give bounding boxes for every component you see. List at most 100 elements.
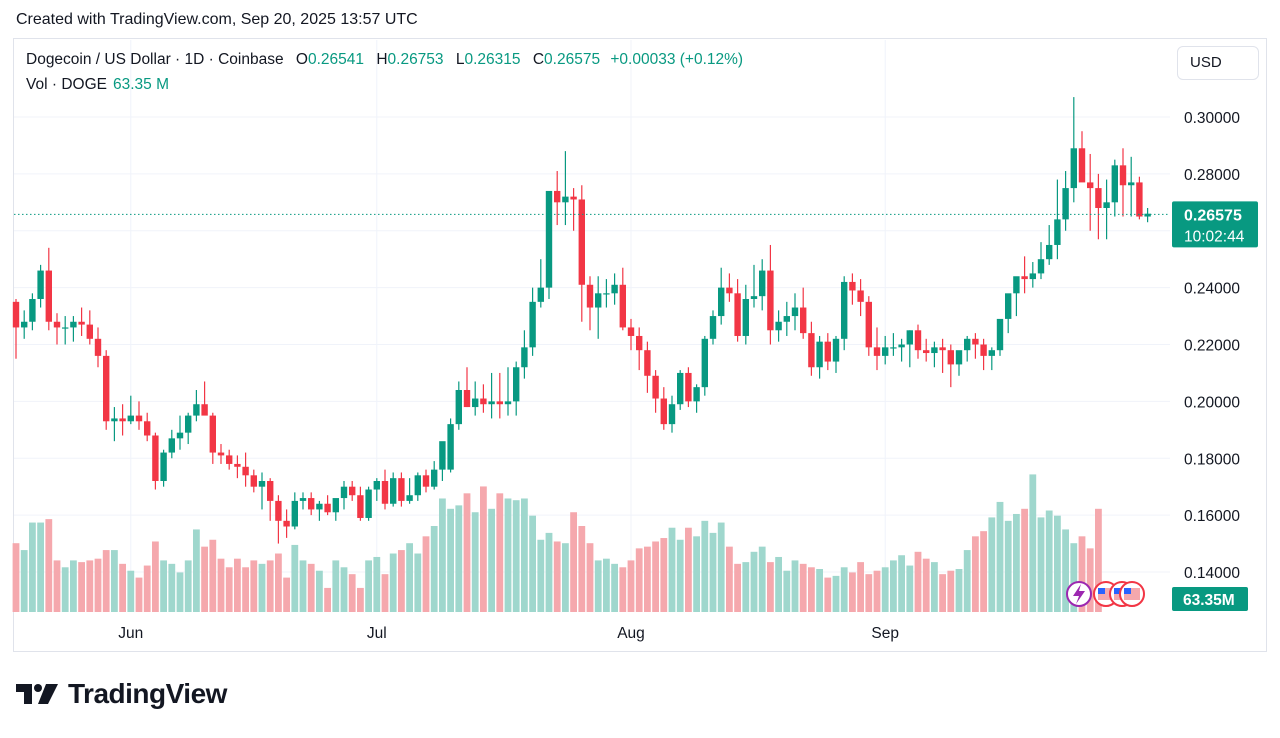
- candle-body: [308, 498, 315, 510]
- volume-bar: [152, 541, 159, 612]
- volume-bar: [176, 572, 184, 612]
- candle-body: [906, 330, 913, 345]
- candle-body: [1054, 219, 1061, 245]
- volume-bar: [78, 562, 85, 612]
- candle-body: [636, 335, 643, 351]
- candle-body: [472, 398, 479, 408]
- currency-button[interactable]: USD: [1177, 46, 1259, 80]
- candle-body: [791, 307, 799, 317]
- candle-body: [611, 284, 618, 294]
- volume-bar: [865, 574, 873, 612]
- volume-bar: [980, 531, 987, 612]
- volume-label[interactable]: Vol · DOGE: [26, 76, 107, 93]
- candle-body: [980, 344, 987, 356]
- volume-bar: [603, 558, 610, 612]
- candle-body: [644, 350, 651, 376]
- candle-body: [996, 318, 1004, 351]
- candle-body: [742, 299, 749, 336]
- volume-bar: [988, 517, 996, 612]
- volume-bar: [422, 536, 430, 612]
- candle-body: [447, 424, 454, 470]
- volume-bar: [734, 563, 741, 612]
- candle-body: [242, 466, 249, 476]
- volume-bar: [627, 560, 635, 612]
- volume-bar: [914, 551, 922, 612]
- volume-bar: [127, 570, 135, 612]
- volume-bar: [201, 546, 208, 612]
- candle-body: [1078, 148, 1086, 183]
- candle-body: [340, 486, 348, 499]
- volume-bar: [635, 548, 643, 612]
- volume-bar: [414, 553, 422, 612]
- volume-bar: [242, 567, 249, 612]
- candle-body: [78, 321, 85, 325]
- candle-body: [849, 281, 856, 291]
- candle-body: [1062, 188, 1069, 220]
- volume-bar: [701, 520, 709, 612]
- low-value: 0.26315: [464, 51, 521, 68]
- candle-body: [381, 481, 389, 504]
- candle-body: [480, 398, 487, 405]
- candle-body: [570, 196, 577, 200]
- candle-body: [45, 270, 52, 322]
- candle-body: [677, 372, 684, 405]
- volume-bar: [840, 567, 848, 612]
- volume-bar: [316, 570, 323, 612]
- candle-body: [86, 324, 93, 339]
- price-tick-label: 0.30000: [1184, 110, 1240, 127]
- price-tick-label: 0.22000: [1184, 338, 1240, 355]
- time-tick-label: Jul: [367, 625, 387, 642]
- volume-bar: [70, 560, 77, 612]
- volume-bar: [1095, 508, 1102, 612]
- volume-bar: [406, 543, 413, 612]
- volume-bar: [86, 560, 94, 612]
- candle-body: [1037, 259, 1045, 274]
- tradingview-logo-icon: [16, 684, 58, 704]
- volume-bar: [545, 532, 553, 612]
- volume-bar: [340, 567, 348, 612]
- last-price-tag-value: 0.26575: [1184, 207, 1242, 224]
- candle-body: [857, 290, 864, 302]
- volume-bar: [160, 560, 167, 612]
- volume-bar: [791, 560, 799, 612]
- volume-bar: [824, 577, 832, 612]
- volume-bar: [1062, 529, 1069, 612]
- volume-bar: [143, 565, 151, 612]
- candle-body: [398, 478, 405, 501]
- volume-bar: [480, 486, 487, 612]
- volume-bar: [660, 538, 668, 612]
- candle-body: [1070, 148, 1077, 189]
- candle-body: [193, 404, 200, 416]
- volume-bars: [12, 474, 1102, 612]
- volume-tag-value: 63.35M: [1183, 592, 1235, 609]
- candle-body: [562, 196, 569, 203]
- candle-body: [62, 327, 69, 329]
- symbol-description[interactable]: Dogecoin / US Dollar · 1D · Coinbase: [26, 51, 284, 68]
- candle-body: [988, 350, 995, 356]
- tradingview-logo[interactable]: TradingView: [16, 678, 227, 710]
- volume-bar: [726, 546, 733, 612]
- candle-body: [12, 301, 20, 328]
- candle-body: [759, 270, 766, 297]
- candle-body: [824, 341, 831, 362]
- candle-body: [103, 355, 110, 422]
- candle-body: [652, 375, 659, 399]
- volume-bar: [225, 567, 233, 612]
- high-value: 0.26753: [387, 51, 444, 68]
- candle-body: [955, 350, 963, 365]
- volume-bar: [676, 539, 684, 612]
- time-tick-label: Aug: [617, 625, 645, 642]
- volume-bar: [463, 493, 471, 612]
- us-flag-icon: [1124, 588, 1131, 594]
- volume-bar: [594, 560, 602, 612]
- candle-body: [1136, 182, 1143, 217]
- volume-bar: [570, 512, 577, 612]
- volume-bar: [332, 560, 340, 612]
- volume-bar: [381, 574, 389, 612]
- time-tick-label: Sep: [871, 625, 899, 642]
- lightning-event-icon: [1073, 584, 1085, 604]
- candle-body: [283, 520, 290, 527]
- volume-bar: [53, 560, 61, 612]
- volume-bar: [439, 498, 446, 612]
